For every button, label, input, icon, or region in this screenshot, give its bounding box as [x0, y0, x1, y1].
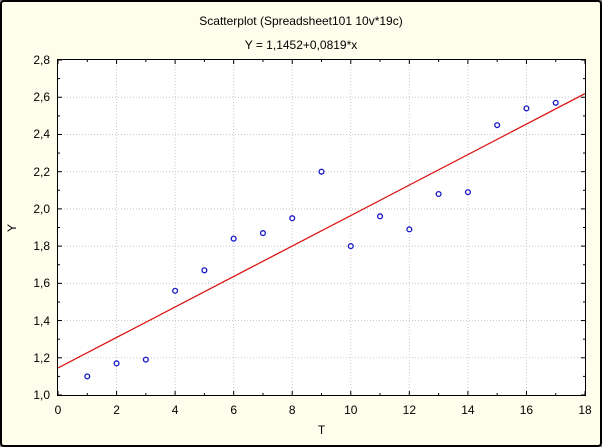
x-tick-label: 2 — [113, 403, 120, 417]
data-point — [172, 287, 179, 294]
data-point — [230, 235, 237, 242]
y-tick-label: 1,8 — [33, 239, 50, 254]
x-tick-label: 16 — [519, 403, 534, 417]
x-tick-label: 10 — [344, 403, 358, 417]
plot-area — [57, 59, 586, 396]
data-point — [113, 360, 120, 367]
data-point — [201, 267, 208, 274]
data-point — [523, 105, 530, 112]
y-tick-label: 2,8 — [33, 53, 50, 67]
data-point — [289, 215, 296, 222]
y-tick-label: 2,4 — [33, 127, 50, 142]
x-axis-title: T — [317, 423, 326, 437]
plot-canvas — [58, 60, 585, 395]
data-point — [84, 373, 91, 380]
data-point — [406, 226, 413, 233]
data-point — [494, 122, 501, 129]
data-point — [377, 213, 384, 220]
x-tick-label: 0 — [54, 403, 62, 417]
y-tick-label: 1,4 — [33, 313, 50, 328]
data-point — [318, 168, 325, 175]
data-point — [259, 230, 266, 237]
x-tick-label: 14 — [461, 403, 475, 417]
data-point — [142, 356, 149, 363]
y-tick-label: 1,0 — [33, 388, 50, 402]
regression-line — [58, 93, 585, 369]
x-tick-label: 8 — [288, 403, 296, 417]
y-axis-title: Y — [5, 223, 20, 233]
data-point — [435, 190, 442, 198]
data-point — [464, 189, 471, 196]
y-tick-label: 2,6 — [33, 90, 50, 105]
x-tick-label: 12 — [402, 403, 416, 417]
x-tick-label: 18 — [578, 403, 592, 417]
regression-equation-label: Y = 1,1452+0,0819*x — [244, 38, 358, 52]
chart-title: Scatterplot (Spreadsheet101 10v*19c) — [199, 14, 403, 28]
y-tick-label: 1,2 — [33, 350, 50, 365]
data-point — [552, 99, 559, 106]
y-tick-label: 2,0 — [33, 201, 50, 216]
x-tick-label: 4 — [171, 403, 179, 417]
y-tick-label: 1,6 — [33, 276, 50, 291]
y-tick-label: 2,2 — [33, 164, 50, 179]
x-tick-label: 6 — [230, 403, 237, 417]
data-point — [347, 243, 354, 250]
